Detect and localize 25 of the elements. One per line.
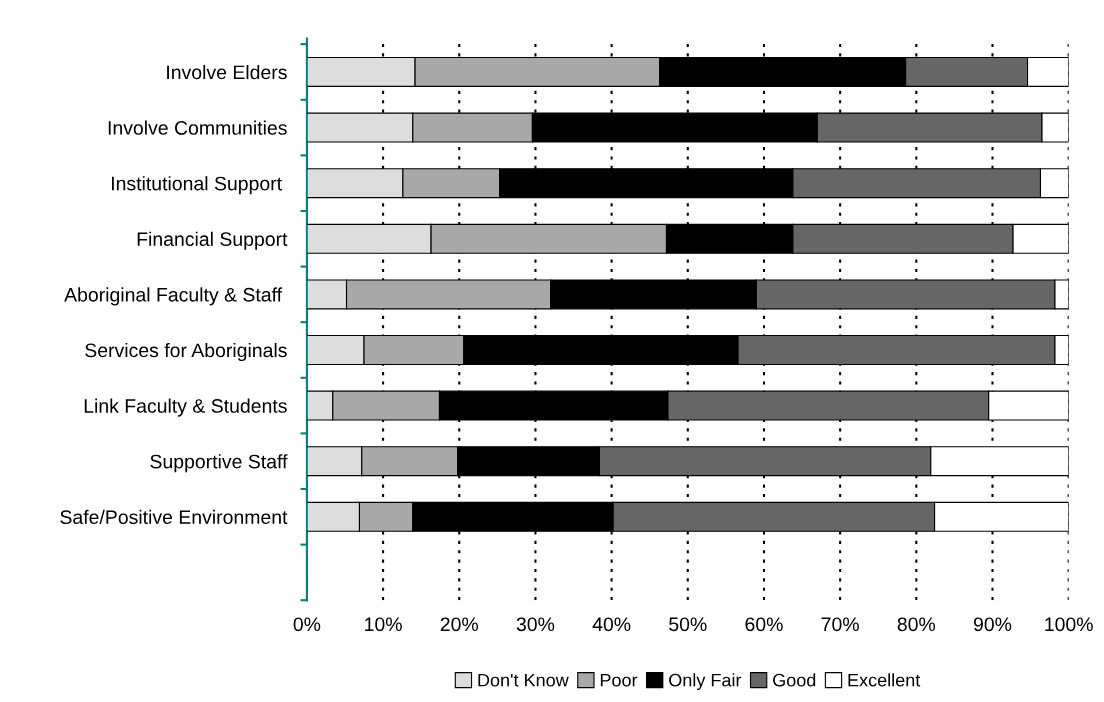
x-tick-label: 10% [365, 617, 402, 632]
y-tick-label: Safe/Positive Environment [60, 509, 288, 525]
y-tick-label: Financial Support [137, 231, 288, 250]
x-tick-label: 20% [440, 617, 479, 632]
y-tick-label: Involve Communities [108, 120, 287, 135]
legend-label: Don't Know [478, 673, 569, 687]
legend-label: Poor [600, 673, 638, 687]
x-tick-label: 40% [592, 617, 631, 632]
legend-label: Excellent [848, 673, 921, 687]
y-tick-label: Institutional Support [112, 176, 282, 195]
x-tick-label: 60% [745, 617, 783, 632]
y-tick-label: Involve Elders [167, 64, 287, 80]
x-tick-label: 90% [973, 617, 1012, 632]
y-tick-label: Supportive Staff [150, 454, 288, 473]
y-tick-label: Link Faculty & Students [84, 398, 287, 417]
x-tick-label: 80% [897, 617, 936, 632]
y-tick-label: Aboriginal Faculty & Staff [64, 287, 283, 306]
x-tick-label: 50% [669, 617, 707, 632]
y-tick-label: Services for Aboriginals [85, 342, 287, 362]
x-tick-label: 30% [516, 617, 555, 632]
x-tick-label: 70% [821, 617, 859, 632]
legend-label: Only Fair [669, 673, 742, 691]
x-tick-label: 0% [293, 617, 321, 632]
x-tick-label: 100% [1045, 617, 1093, 632]
legend-label: Good [773, 673, 816, 687]
